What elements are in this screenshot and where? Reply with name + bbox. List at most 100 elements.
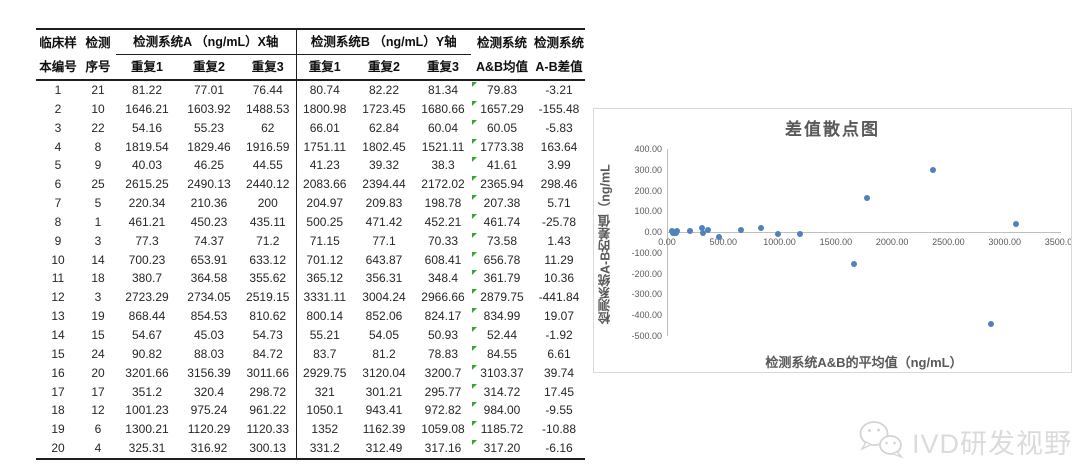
table-cell[interactable]: 355.62 [240, 269, 297, 289]
table-cell[interactable]: 6.61 [547, 346, 571, 361]
table-cell[interactable]: -25.78 [541, 214, 577, 229]
header-mean-ab[interactable]: 检测系统 A&B均值 [471, 29, 533, 80]
table-cell[interactable]: 365.12 [306, 271, 344, 286]
table-cell[interactable]: -3.21 [545, 83, 573, 97]
table-cell[interactable]: 2734.05 [187, 290, 231, 305]
table-cell[interactable]: 3.99 [547, 158, 571, 173]
header-diff-ab[interactable]: 检测系统 A-B差值 [533, 29, 585, 80]
table-cell[interactable]: 961.22 [240, 401, 297, 421]
table-cell[interactable]: 54.05 [368, 327, 400, 342]
table-cell[interactable]: 17.45 [543, 384, 575, 399]
table-cell[interactable]: 12 [91, 403, 105, 418]
table-cell[interactable]: 500.25 [306, 214, 344, 229]
table-cell[interactable]: 1300.21 [125, 422, 169, 437]
table-cell[interactable]: 55.23 [193, 120, 225, 135]
table-cell[interactable]: 314.72 [471, 383, 533, 402]
table-cell[interactable]: 220.34 [128, 196, 166, 211]
table-cell[interactable]: 8 [54, 214, 62, 229]
table-cell[interactable]: 317.20 [471, 439, 533, 459]
table-cell[interactable]: 6 [94, 422, 102, 437]
table-cell[interactable]: 2365.94 [471, 175, 533, 194]
table-cell[interactable]: 1680.66 [421, 101, 465, 116]
table-cell[interactable]: 81.34 [427, 83, 459, 97]
table-cell[interactable]: 1751.11 [303, 139, 347, 154]
table-cell[interactable]: 17 [91, 384, 105, 399]
table-cell[interactable]: 5.71 [547, 196, 571, 211]
table-cell[interactable]: 73.58 [471, 232, 533, 251]
table-cell[interactable]: 316.92 [190, 441, 228, 456]
header-group-system-b[interactable]: 检测系统B （ng/mL）Y轴 [296, 29, 471, 55]
table-cell[interactable]: 3011.66 [240, 363, 297, 383]
table-cell[interactable]: 312.49 [365, 441, 403, 456]
table-cell[interactable]: 84.72 [240, 344, 297, 364]
table-cell[interactable]: 77.1 [372, 233, 396, 248]
table-cell[interactable]: 1120.29 [187, 422, 231, 437]
table-cell[interactable]: 1 [94, 214, 102, 229]
table-cell[interactable]: -1.92 [545, 327, 573, 342]
table-cell[interactable]: 2879.75 [471, 288, 533, 307]
table-cell[interactable]: 1800.98 [303, 101, 347, 116]
table-cell[interactable]: 380.7 [131, 271, 163, 286]
table-cell[interactable]: 62.84 [368, 120, 400, 135]
table-cell[interactable]: 74.37 [193, 233, 225, 248]
table-cell[interactable]: 1185.72 [471, 420, 533, 439]
table-cell[interactable]: 700.23 [128, 252, 166, 267]
table-cell[interactable]: 9 [94, 158, 102, 173]
table-cell[interactable]: 301.21 [365, 384, 403, 399]
table-cell[interactable]: 1723.45 [362, 101, 406, 116]
table-cell[interactable]: 83.7 [313, 346, 337, 361]
table-cell[interactable]: -5.83 [545, 120, 573, 135]
table-cell[interactable]: 2615.25 [125, 177, 169, 192]
table-cell[interactable]: 331.2 [309, 441, 340, 456]
table-cell[interactable]: -10.88 [541, 422, 577, 437]
table-cell[interactable]: 45.03 [193, 327, 225, 342]
table-cell[interactable]: 1001.23 [125, 403, 169, 418]
table-cell[interactable]: 10 [51, 252, 65, 267]
table-cell[interactable]: 834.99 [471, 307, 533, 326]
table-cell[interactable]: 321 [314, 384, 335, 399]
table-cell[interactable]: 6 [54, 177, 62, 192]
table-cell[interactable]: 210.36 [190, 196, 228, 211]
table-cell[interactable]: 1.43 [547, 233, 571, 248]
table-cell[interactable]: 76.44 [240, 80, 297, 100]
table-cell[interactable]: 4 [54, 139, 62, 154]
table-cell[interactable]: 2519.15 [240, 288, 297, 308]
table-cell[interactable]: 1 [54, 83, 62, 97]
table-cell[interactable]: 77.3 [135, 233, 159, 248]
table-cell[interactable]: 361.79 [471, 269, 533, 288]
table-cell[interactable]: 9 [54, 233, 62, 248]
table-cell[interactable]: 24 [91, 346, 105, 361]
table-cell[interactable]: 50.93 [427, 327, 459, 342]
table-cell[interactable]: 1162.39 [362, 422, 406, 437]
header-rep3-b[interactable]: 重复3 [427, 60, 459, 74]
table-cell[interactable]: 643.87 [365, 252, 403, 267]
table-cell[interactable]: 22 [91, 120, 105, 135]
table-cell[interactable]: 2 [54, 101, 62, 116]
table-cell[interactable]: 90.82 [131, 346, 163, 361]
header-rep1-b[interactable]: 重复1 [308, 60, 341, 74]
table-cell[interactable]: 209.83 [365, 196, 403, 211]
table-cell[interactable]: 25 [91, 177, 105, 192]
table-cell[interactable]: 295.77 [424, 384, 462, 399]
table-cell[interactable]: 18 [91, 271, 105, 286]
table-cell[interactable]: 1646.21 [125, 101, 169, 116]
table-cell[interactable]: 41.23 [309, 158, 340, 173]
table-cell[interactable]: 824.17 [424, 309, 462, 324]
table-cell[interactable]: 79.83 [471, 80, 533, 100]
table-cell[interactable]: 40.03 [131, 158, 163, 173]
table-cell[interactable]: 300.13 [240, 439, 297, 459]
table-cell[interactable]: 200 [240, 194, 297, 213]
table-cell[interactable]: 854.53 [190, 309, 228, 324]
header-sample-no[interactable]: 临床样 本编号 [36, 29, 80, 80]
table-cell[interactable]: 2723.29 [125, 290, 169, 305]
table-cell[interactable]: 18 [51, 403, 65, 418]
header-group-system-a[interactable]: 检测系统A （ng/mL）X轴 [116, 29, 297, 55]
table-cell[interactable]: 13 [51, 309, 65, 324]
table-cell[interactable]: 12 [51, 290, 65, 305]
table-cell[interactable]: 1916.59 [240, 137, 297, 157]
table-cell[interactable]: 81.22 [131, 83, 163, 97]
table-cell[interactable]: 55.21 [309, 327, 340, 342]
table-cell[interactable]: 71.15 [309, 233, 340, 248]
table-cell[interactable]: 60.05 [471, 119, 533, 138]
table-cell[interactable]: 1802.45 [362, 139, 406, 154]
